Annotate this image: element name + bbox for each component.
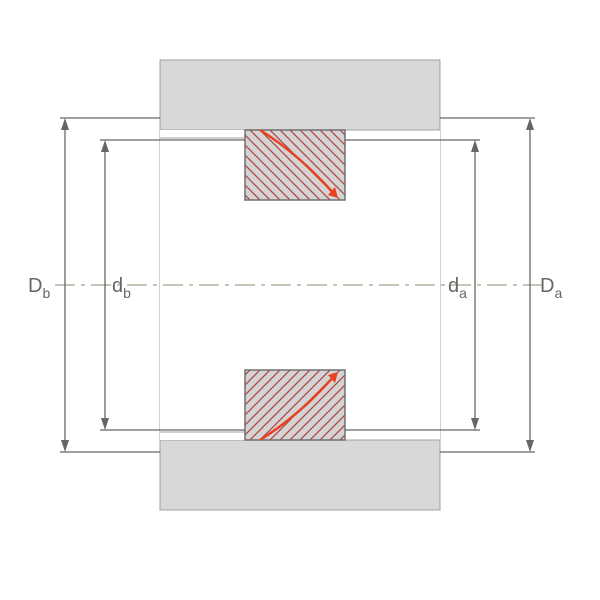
label-da: da xyxy=(448,275,467,301)
bearing-diagram: Db db da Da xyxy=(0,0,600,600)
label-Db: Db xyxy=(28,275,50,301)
label-db: db xyxy=(112,275,131,301)
diagram-svg: Db db da Da xyxy=(0,0,600,600)
label-Da: Da xyxy=(540,275,562,301)
